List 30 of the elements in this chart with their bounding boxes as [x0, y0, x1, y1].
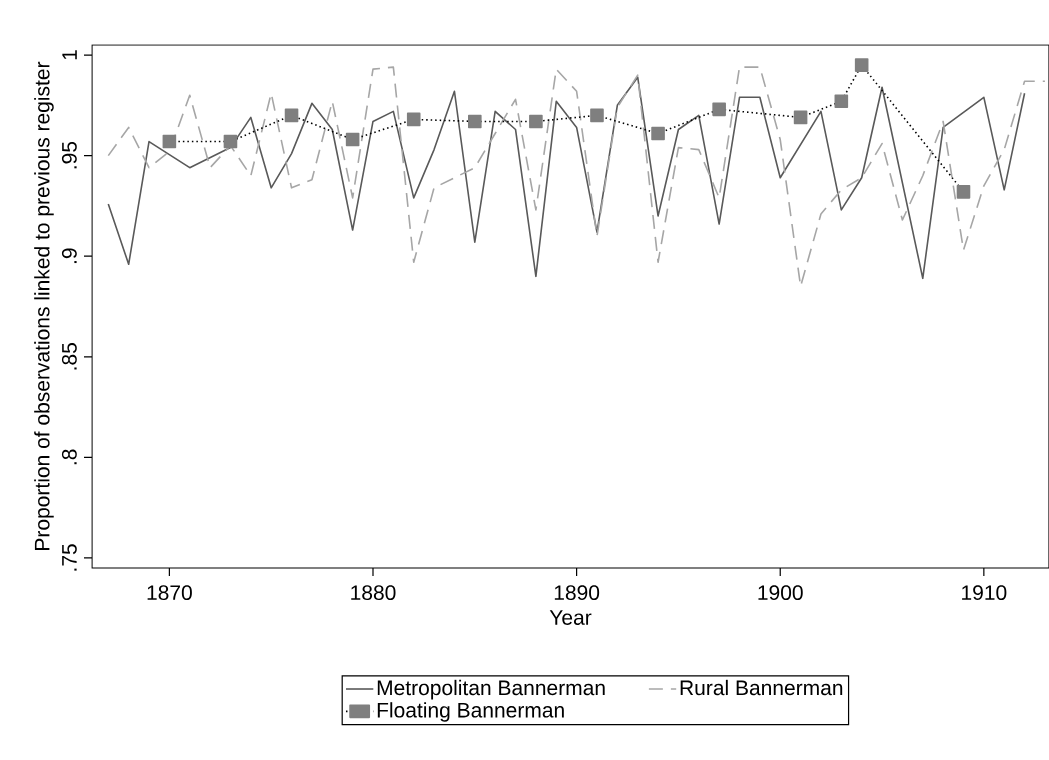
legend-label: Metropolitan Bannerman [377, 679, 605, 700]
x-tick-label: 1880 [351, 585, 396, 601]
point [345, 132, 360, 147]
point [162, 134, 177, 149]
point [854, 58, 869, 72]
point [651, 126, 665, 141]
y-tick-label: .9 [61, 248, 77, 264]
point [712, 102, 726, 117]
y-tick-label: .75 [62, 544, 77, 571]
point [406, 112, 421, 127]
point [793, 110, 808, 125]
y-tick-label: 1 [62, 50, 77, 60]
x-tick-label: 1870 [147, 585, 192, 601]
y-axis-title: Proportion of observations linked to previous register [34, 61, 54, 550]
point [956, 185, 971, 199]
x-tick-label: 1910 [962, 585, 1007, 601]
x-tick-label: 1890 [554, 585, 600, 601]
point [284, 108, 299, 123]
y-tick-label: .8 [61, 449, 77, 465]
y-tick-label: .85 [61, 343, 77, 370]
legend-label: Floating Bannerman [377, 702, 564, 722]
point [590, 108, 604, 123]
point [468, 114, 482, 129]
legend-label: Rural Bannerman [680, 679, 843, 696]
point [834, 94, 849, 109]
point [529, 114, 543, 129]
point [223, 134, 238, 149]
x-axis-title: Year [549, 610, 592, 625]
x-tick-label: 1900 [758, 585, 803, 601]
y-tick-label: .95 [61, 141, 77, 169]
